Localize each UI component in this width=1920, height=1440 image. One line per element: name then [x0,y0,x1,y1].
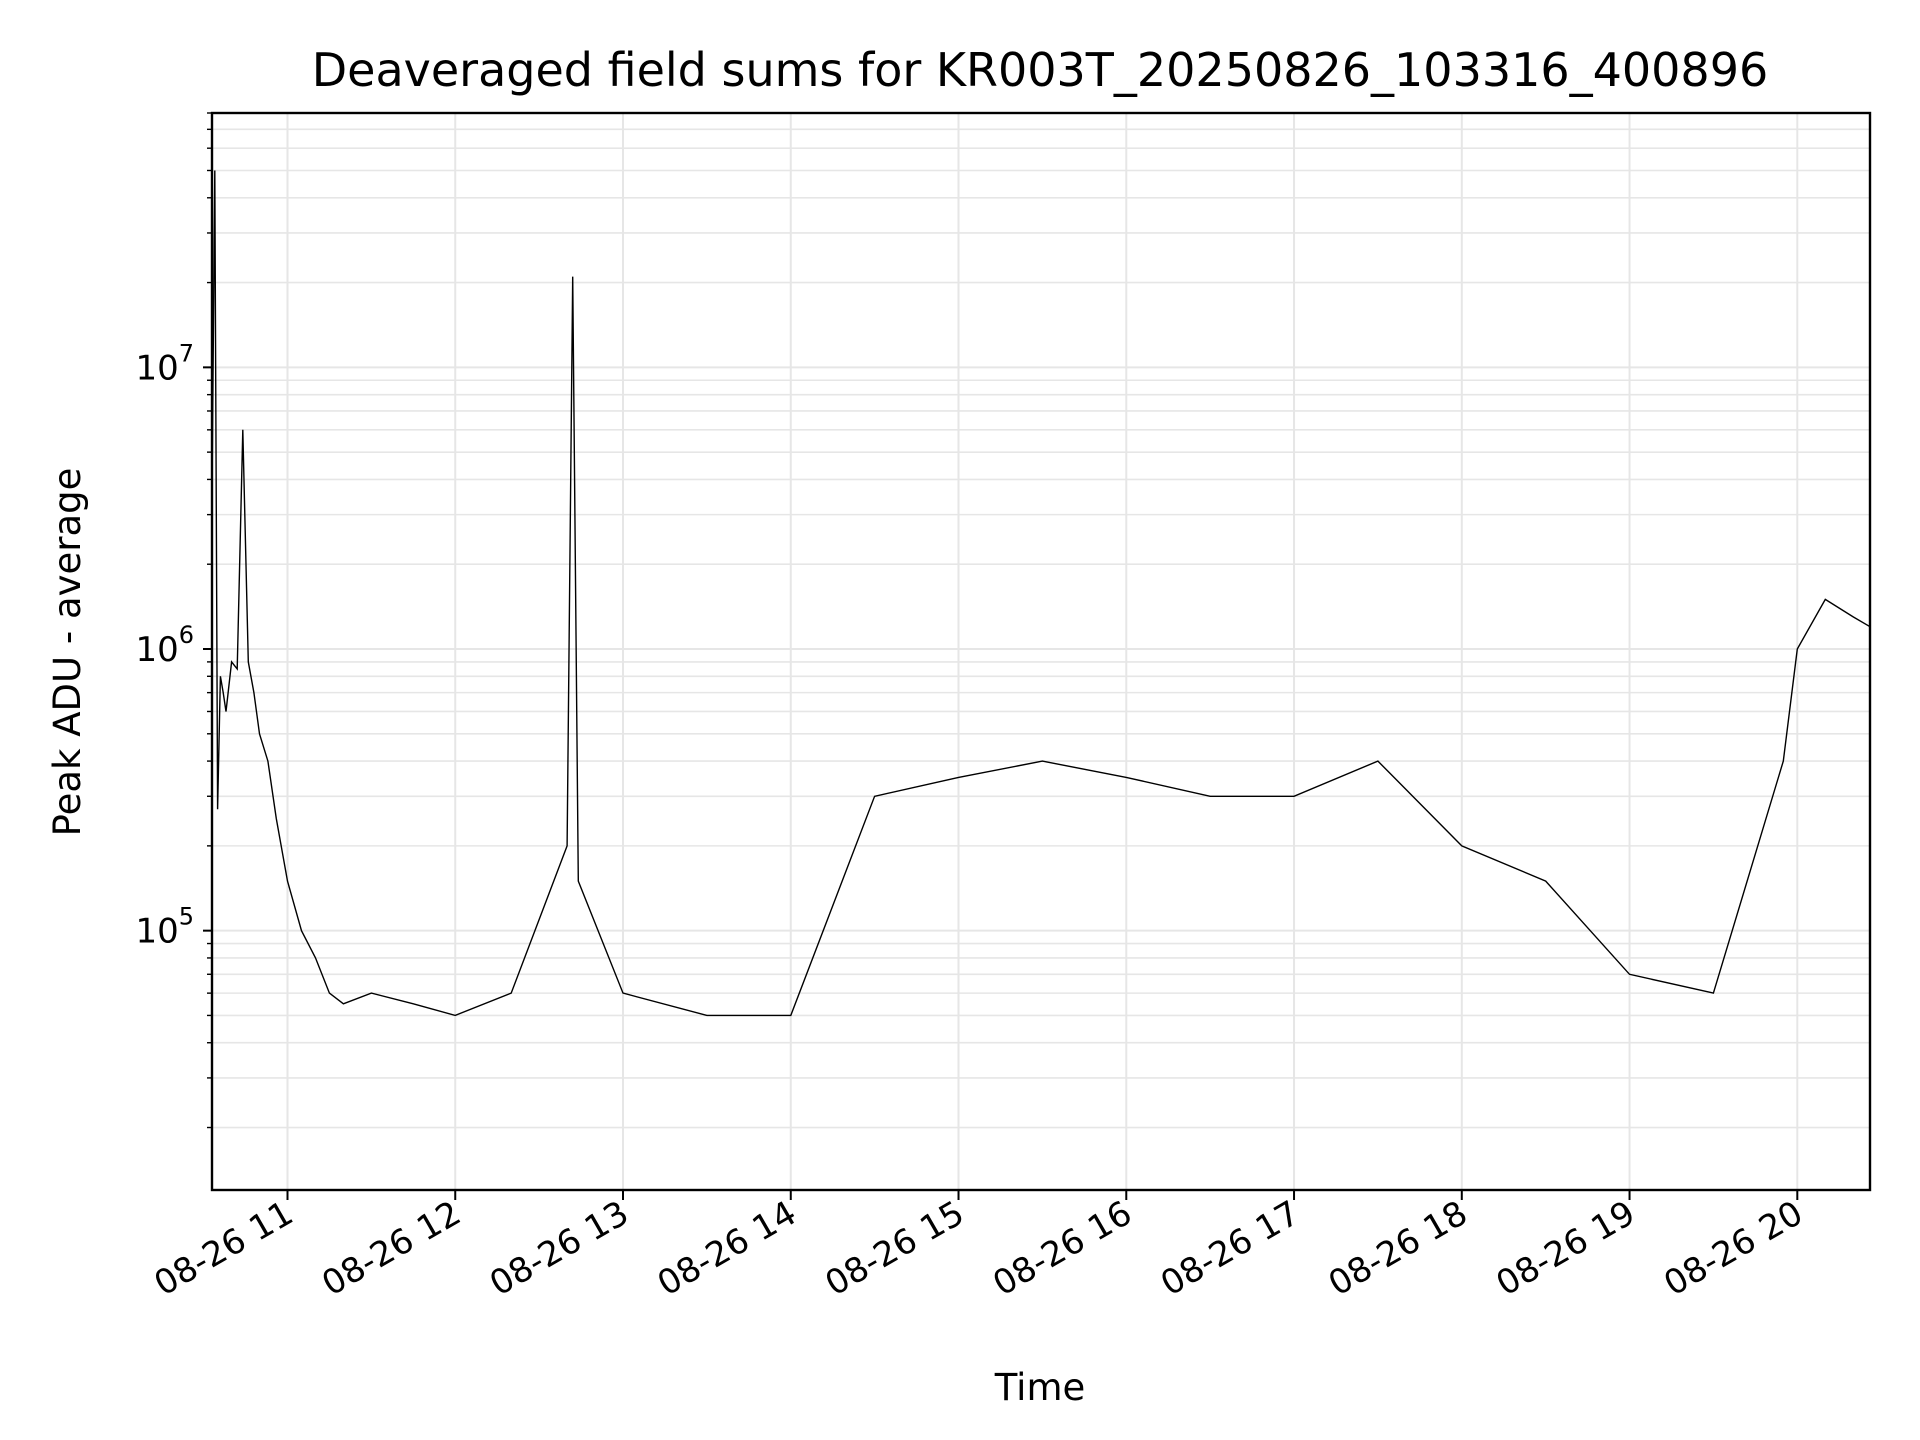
y-axis-label: Peak ADU - average [46,468,89,837]
y-tick-exponent: 7 [179,339,194,367]
chart-title: Deaveraged field sums for KR003T_2025082… [312,43,1768,97]
plot-frame [210,111,1872,1192]
y-axis: 105 106 107 [135,112,212,1129]
series-line [211,170,1871,1017]
y-tick-exponent: 5 [179,903,194,931]
x-tick-label: 08-26 14 [651,1193,803,1304]
x-tick-label: 08-26 18 [1322,1193,1474,1304]
grid [212,112,1870,1190]
y-tick-label: 106 [135,621,194,670]
x-tick-label: 08-26 12 [315,1193,467,1304]
y-tick-exponent: 6 [179,621,194,649]
x-tick-label: 08-26 19 [1490,1193,1642,1304]
x-tick-label: 08-26 15 [819,1193,971,1304]
x-tick-label: 08-26 17 [1154,1193,1306,1304]
x-tick-label: 08-26 13 [483,1193,635,1304]
x-tick-label: 08-26 20 [1657,1193,1809,1304]
x-axis-label: Time [994,1366,1086,1409]
x-axis: 08-26 11 08-26 12 08-26 13 08-26 14 08-26 15… [148,1190,1810,1304]
y-tick-label: 105 [135,903,194,952]
y-tick-label: 107 [135,339,194,388]
x-tick-label: 08-26 16 [986,1193,1138,1304]
x-tick-label: 08-26 11 [148,1193,300,1304]
